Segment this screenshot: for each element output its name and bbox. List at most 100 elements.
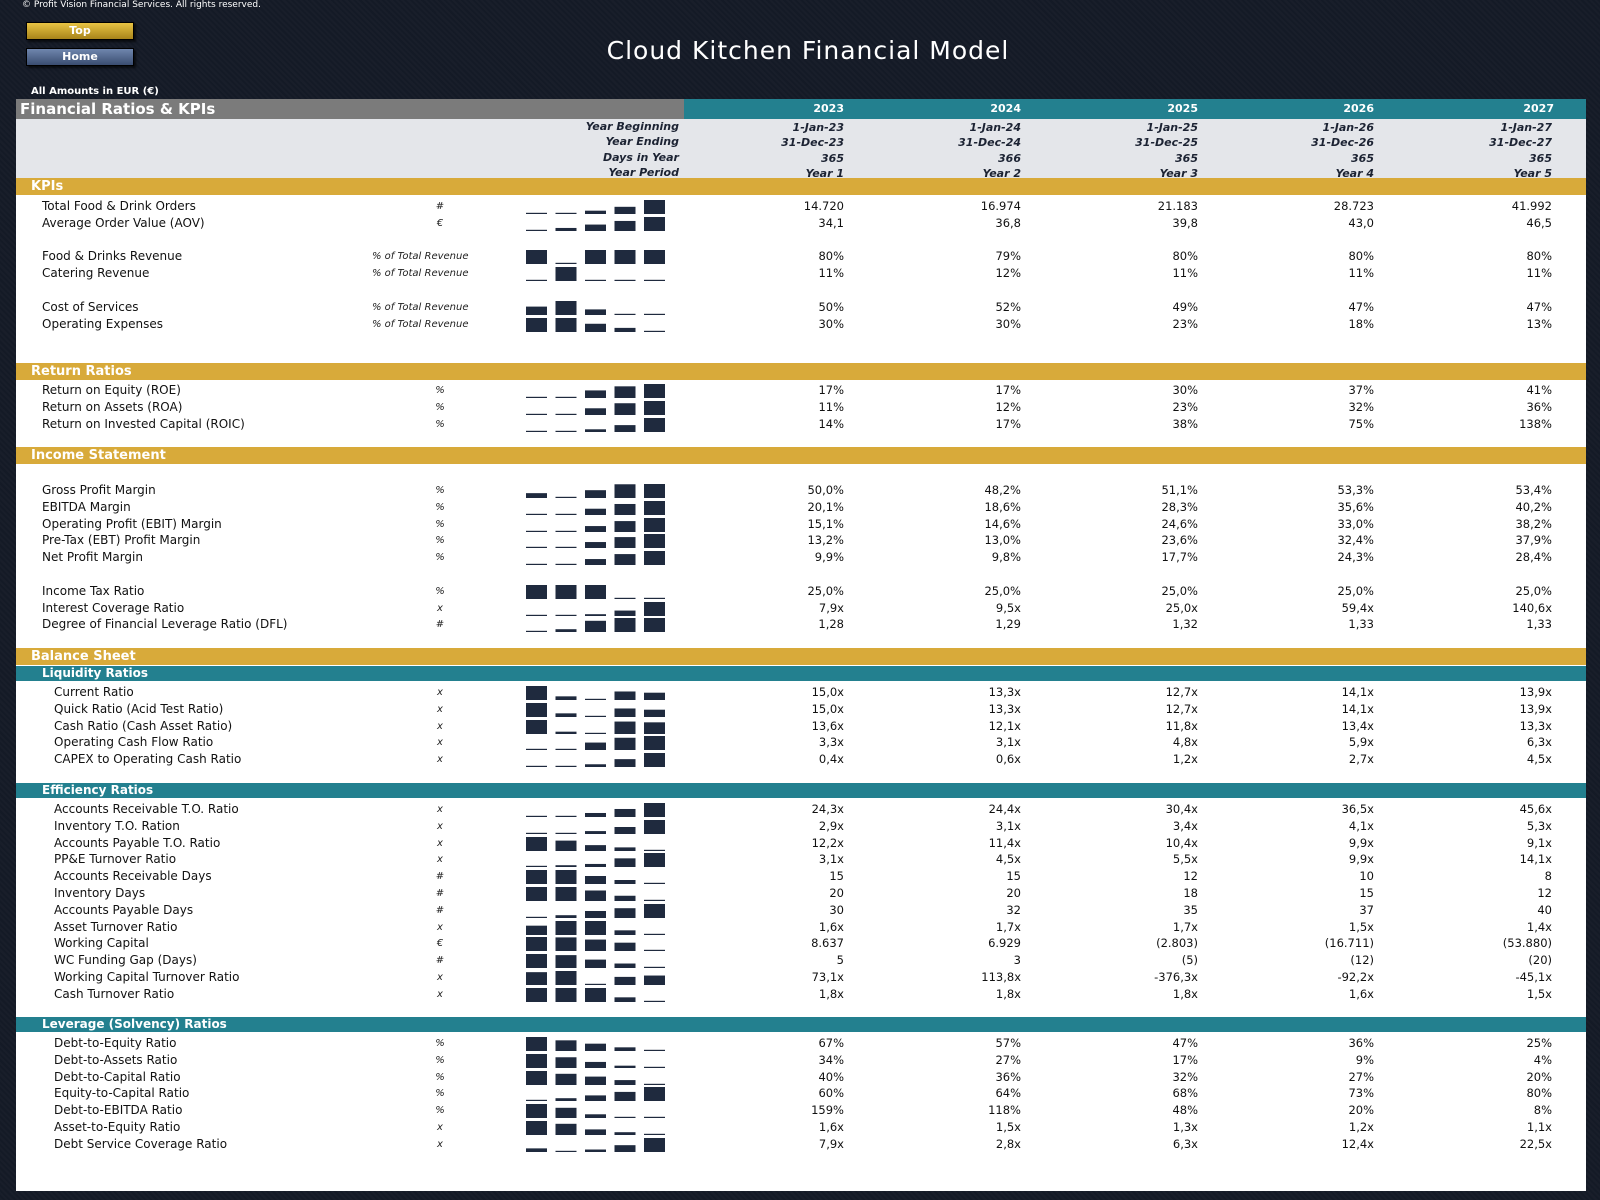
value-2027: 40 [1537, 902, 1552, 917]
row-unit: x [437, 837, 443, 849]
value-2023: 73,1x [811, 970, 844, 984]
spark-bar [526, 972, 547, 985]
period-value: Year 1 [805, 166, 844, 180]
row-label: Cash Ratio (Cash Asset Ratio) [54, 718, 233, 733]
spark-bar [585, 390, 606, 398]
spark-bar [526, 866, 547, 868]
sparkline [526, 1070, 665, 1085]
row-unit: % [435, 1088, 445, 1100]
row-unit: x [437, 854, 443, 866]
value-2024: 17% [995, 416, 1021, 431]
row-unit: % [435, 1038, 445, 1049]
spark-bar [644, 400, 665, 415]
value-2023: 11% [818, 399, 844, 414]
value-2026: 25,0% [1337, 583, 1374, 598]
home-button[interactable]: Home [26, 48, 134, 66]
row-label: Return on Equity (ROE) [42, 383, 181, 397]
spark-bar [644, 899, 665, 901]
year-header: 2023 2024 2025 2026 2027 [684, 99, 1586, 119]
row-label: Net Profit Margin [42, 550, 143, 565]
ratio-row: Inventory Days #20 20 18 15 12 [16, 885, 1586, 902]
value-2023: 1,28 [818, 617, 844, 632]
value-2026: (12) [1350, 953, 1374, 968]
value-2027: (53.880) [1502, 936, 1552, 951]
value-2026: 28.723 [1333, 199, 1374, 213]
spark-bar [555, 765, 577, 768]
spark-bar [555, 987, 577, 1002]
value-2027: 4% [1533, 1052, 1552, 1067]
top-button[interactable]: Top [26, 22, 134, 40]
value-2026: 9,9x [1348, 852, 1374, 867]
value-2023: 34% [818, 1052, 844, 1067]
value-2023: 12,2x [811, 835, 844, 850]
spark-bar [614, 279, 636, 282]
value-2027: 13% [1526, 316, 1552, 331]
spark-bar [614, 424, 636, 432]
spark-bar [555, 513, 577, 515]
value-2024: 4,5x [995, 852, 1021, 867]
value-2027: 40,2% [1515, 499, 1552, 514]
spark-bar [585, 542, 606, 549]
spark-bar [555, 840, 577, 851]
spark-bar [585, 621, 606, 633]
ratio-row: Working Capital Turnover Ratio x 73,1x 113,… [16, 969, 1586, 986]
ratio-row: Accounts Receivable T.O. Ratio x 24,3x 24,4… [16, 801, 1586, 818]
spark-bar [585, 210, 606, 214]
period-value: Year 2 [982, 166, 1021, 180]
row-label: Pre-Tax (EBT) Profit Margin [42, 533, 201, 548]
ratio-row: Cash Turnover Ratio x 1,8x 1,8x 1,8x 1,6x 1,5x [16, 986, 1586, 1003]
value-2025: (2.803) [1156, 936, 1198, 951]
spark-bar [644, 849, 665, 851]
value-2025: 12 [1183, 869, 1198, 884]
sparkline [526, 1053, 665, 1068]
value-2024: 1,5x [995, 1120, 1021, 1134]
value-2027: 28,4% [1515, 550, 1552, 565]
ratio-row: Accounts Payable Days #30 32 35 37 40 [16, 902, 1586, 919]
spark-bar [644, 882, 665, 885]
spark-bar [526, 1053, 547, 1068]
spark-bar [585, 309, 606, 315]
period-label: Days in Year [602, 150, 679, 164]
section-return-ratios: Return Ratios [16, 363, 1586, 380]
spark-bar [614, 1132, 636, 1135]
value-2024: 36,8 [995, 215, 1021, 230]
spark-bar [526, 513, 547, 515]
value-2026: 43,0 [1348, 215, 1374, 230]
spark-bar [585, 698, 606, 700]
value-2024: 1,7x [995, 919, 1021, 934]
spark-bar [644, 484, 665, 498]
value-2026: 36% [1348, 1036, 1374, 1050]
ratio-row: Cost of Services % of Total Revenue 50% 52%… [16, 299, 1586, 316]
ratio-row: Debt-to-EBITDA Ratio% 159% 118% 48% 20% 8% [16, 1102, 1586, 1119]
value-2026: 37 [1359, 902, 1374, 917]
ratio-row: Operating Cash Flow Ratio x 3,3x 3,1x 4,8x 5,… [16, 734, 1586, 751]
value-2023: 25,0% [807, 583, 844, 598]
row-label: Debt Service Coverage Ratio [54, 1136, 228, 1151]
sparkline [526, 971, 665, 985]
ratio-row: Working Capital €8.637 6.929 (2.803) (16.711… [16, 935, 1586, 952]
value-2025: 49% [1172, 299, 1198, 314]
value-2025: 25,0x [1165, 600, 1198, 615]
spark-bar [526, 631, 547, 633]
value-2024: 12,1x [988, 718, 1021, 733]
spark-bar [526, 937, 547, 952]
row-unit: x [437, 720, 443, 732]
spark-bar [614, 327, 636, 332]
spark-bar [585, 1095, 606, 1102]
row-label: Interest Coverage Ratio [42, 600, 185, 615]
row-unit: x [437, 1122, 443, 1133]
row-unit: % [435, 1071, 445, 1083]
value-2023: 40% [818, 1069, 844, 1084]
value-2025: 4,8x [1172, 735, 1198, 750]
value-2025: 5,5x [1172, 852, 1198, 867]
sparkline [526, 551, 665, 566]
row-label: EBITDA Margin [42, 499, 131, 514]
spark-bar [585, 890, 606, 901]
year-header-2023: 2023 [813, 102, 844, 115]
value-2026: 59,4x [1341, 600, 1374, 615]
ratio-row: Debt-to-Capital Ratio% 40% 36% 32% 27% 20% [16, 1069, 1586, 1086]
row-label: Total Food & Drink Orders [42, 199, 196, 213]
section-balance-sheet: Balance Sheet [16, 648, 1586, 665]
value-2025: 30,4x [1165, 802, 1198, 816]
spark-bar [585, 1061, 606, 1068]
